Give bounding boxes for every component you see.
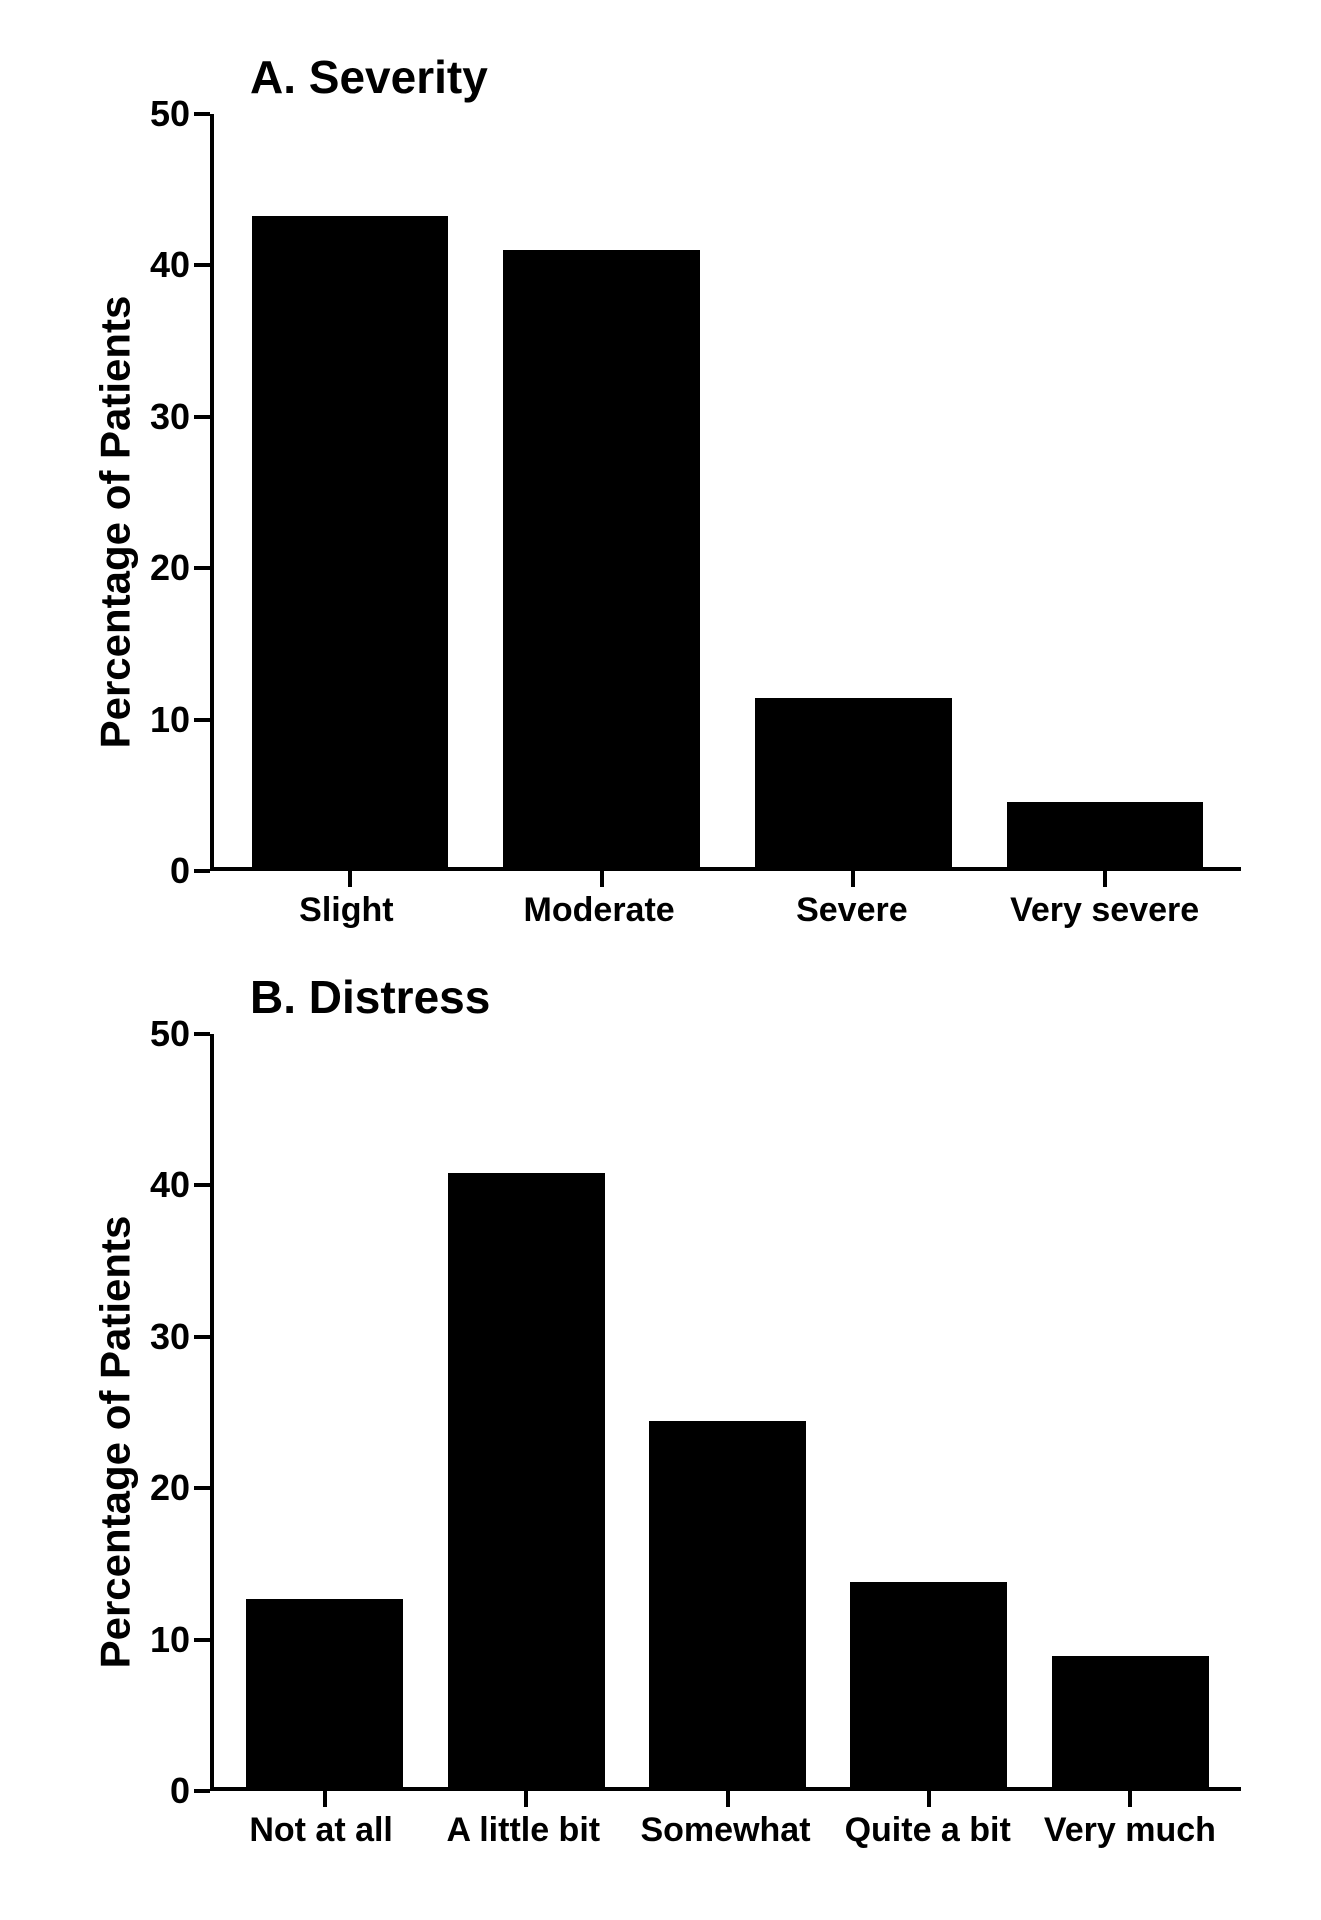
- panel-distress: B. Distress Percentage of Patients 0 10 20…: [40, 960, 1281, 1880]
- bar: [246, 1599, 403, 1787]
- panel-title-distress: B. Distress: [250, 970, 1241, 1024]
- ytick-label: 0: [170, 1770, 190, 1812]
- chart-row-severity: Percentage of Patients 01020304050 Sligh…: [80, 114, 1241, 930]
- plot-cell-distress: 01020304050 Not at allA little bitSomewh…: [150, 1034, 1241, 1850]
- ytick-label: 50: [150, 1013, 190, 1055]
- bar-slot: [728, 114, 980, 867]
- bar: [448, 1173, 605, 1787]
- bars-area-severity: [210, 114, 1241, 871]
- bar-slot: [224, 114, 476, 867]
- xlabel: Slight: [220, 891, 473, 930]
- ylabel-cell-severity: Percentage of Patients: [80, 114, 150, 930]
- xtick-mark: [348, 871, 352, 887]
- ytick-label: 10: [150, 1619, 190, 1661]
- bars-area-distress: [210, 1034, 1241, 1791]
- bar-slot: [627, 1034, 828, 1787]
- bar: [503, 250, 699, 867]
- xtick-mark: [1128, 1791, 1132, 1807]
- ytick-mark: [194, 1335, 210, 1339]
- ytick-col-distress: 01020304050: [150, 1034, 210, 1791]
- plot-cell-severity: 01020304050 SlightModerateSevereVery sev…: [150, 114, 1241, 930]
- panel-severity: A. Severity Percentage of Patients 0 10 20…: [40, 40, 1281, 960]
- ytick-label: 20: [150, 547, 190, 589]
- ytick-label: 20: [150, 1467, 190, 1509]
- xtick-mark: [1103, 871, 1107, 887]
- ytick-mark: [194, 566, 210, 570]
- xtick-mark: [600, 871, 604, 887]
- ytick-label: 40: [150, 1164, 190, 1206]
- xtick-mark: [927, 1791, 931, 1807]
- panel-title-severity: A. Severity: [250, 50, 1241, 104]
- bar: [755, 698, 951, 867]
- ytick-mark: [194, 869, 210, 873]
- bar: [649, 1421, 806, 1787]
- ylabel-distress: Percentage of Patients: [91, 1216, 139, 1669]
- xlabel: Quite a bit: [827, 1811, 1029, 1850]
- bar-slot: [979, 114, 1231, 867]
- ytick-col-severity: 01020304050: [150, 114, 210, 871]
- xlabel: Very severe: [978, 891, 1231, 930]
- plot-area-severity: 01020304050: [150, 114, 1241, 871]
- ytick-mark: [194, 1486, 210, 1490]
- xlabel: Very much: [1029, 1811, 1231, 1850]
- xtick-mark: [851, 871, 855, 887]
- ytick-label: 50: [150, 93, 190, 135]
- xlabel: Somewhat: [624, 1811, 826, 1850]
- bar-slot: [224, 1034, 425, 1787]
- ytick-mark: [194, 112, 210, 116]
- xlabels-row-severity: SlightModerateSevereVery severe: [210, 871, 1241, 930]
- ytick-label: 30: [150, 396, 190, 438]
- ytick-label: 40: [150, 244, 190, 286]
- bar: [1052, 1656, 1209, 1787]
- xlabel: Moderate: [473, 891, 726, 930]
- ylabel-severity: Percentage of Patients: [91, 296, 139, 749]
- ytick-mark: [194, 415, 210, 419]
- bar-slot: [476, 114, 728, 867]
- xlabel: Severe: [726, 891, 979, 930]
- bar-slot: [1030, 1034, 1231, 1787]
- ylabel-cell-distress: Percentage of Patients: [80, 1034, 150, 1850]
- plot-area-distress: 01020304050: [150, 1034, 1241, 1791]
- xlabel: A little bit: [422, 1811, 624, 1850]
- bar: [252, 216, 448, 867]
- bar: [1007, 802, 1203, 867]
- ytick-mark: [194, 1638, 210, 1642]
- ytick-mark: [194, 263, 210, 267]
- xlabel: Not at all: [220, 1811, 422, 1850]
- ytick-label: 10: [150, 699, 190, 741]
- bar-slot: [425, 1034, 626, 1787]
- bar: [850, 1582, 1007, 1787]
- ytick-mark: [194, 718, 210, 722]
- xtick-mark: [726, 1791, 730, 1807]
- ytick-mark: [194, 1789, 210, 1793]
- xtick-mark: [524, 1791, 528, 1807]
- bar-slot: [828, 1034, 1029, 1787]
- ytick-mark: [194, 1183, 210, 1187]
- ytick-mark: [194, 1032, 210, 1036]
- xtick-mark: [323, 1791, 327, 1807]
- ytick-label: 0: [170, 850, 190, 892]
- chart-row-distress: Percentage of Patients 01020304050 Not a…: [80, 1034, 1241, 1850]
- ytick-label: 30: [150, 1316, 190, 1358]
